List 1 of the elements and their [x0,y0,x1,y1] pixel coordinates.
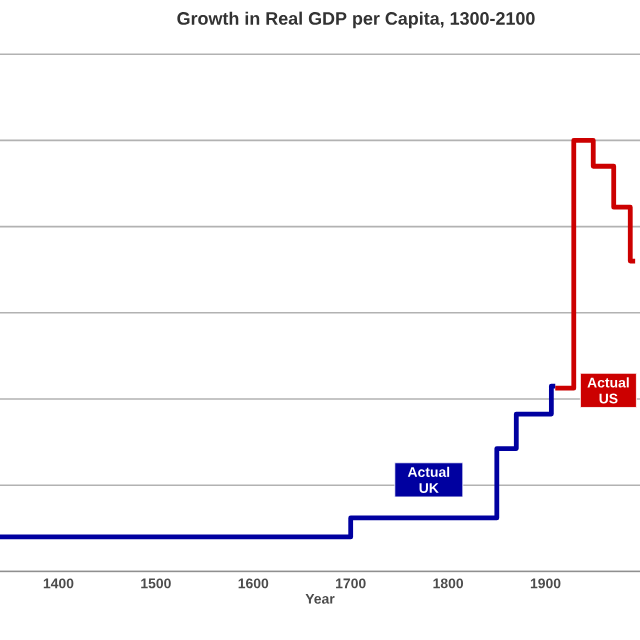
chart-title: Growth in Real GDP per Capita, 1300-2100 [177,11,535,29]
